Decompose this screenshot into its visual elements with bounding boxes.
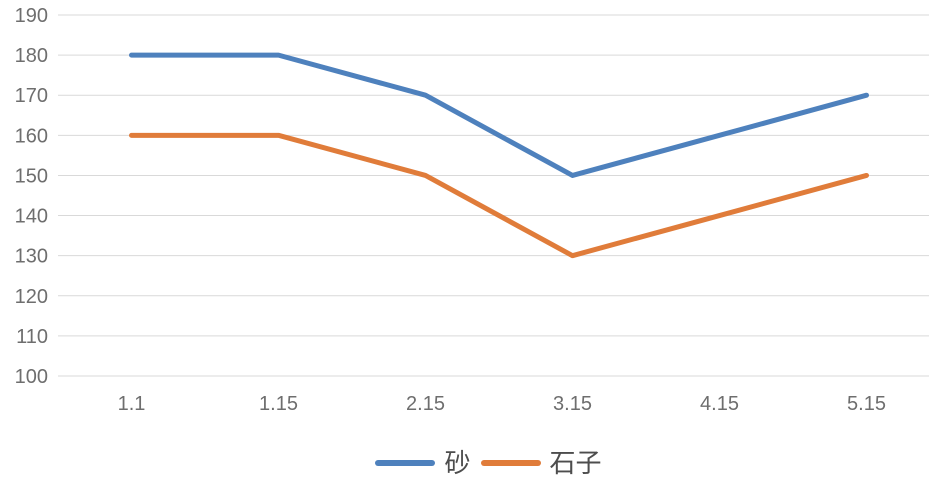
series-line-gravel: [129, 132, 869, 259]
legend-label-sand: 砂: [444, 448, 471, 478]
x-tick-label-4.15: 4.15: [700, 393, 739, 415]
x-tick-label-3.15: 3.15: [553, 393, 592, 415]
y-tick-label-150: 150: [15, 165, 48, 187]
legend-line-swatch-sand: [375, 460, 436, 466]
y-tick-label-140: 140: [15, 206, 48, 228]
x-tick-label-1.1: 1.1: [118, 393, 146, 415]
x-tick-label-5.15: 5.15: [847, 393, 886, 415]
y-tick-label-190: 190: [15, 5, 48, 27]
series-line-sand: [129, 52, 869, 178]
legend-item-sand: 砂: [375, 448, 471, 478]
y-tick-label-180: 180: [15, 45, 48, 67]
legend-label-gravel: 石子: [549, 448, 602, 478]
y-tick-label-110: 110: [16, 326, 48, 348]
y-tick-label-100: 100: [15, 366, 48, 388]
legend-item-gravel: 石子: [480, 448, 602, 478]
legend: 砂 石子: [0, 450, 929, 476]
y-tick-label-130: 130: [15, 246, 48, 268]
x-tick-label-1.15: 1.15: [259, 393, 298, 415]
x-tick-label-2.15: 2.15: [406, 393, 445, 415]
y-tick-label-170: 170: [15, 85, 48, 107]
legend-line-swatch-gravel: [480, 460, 541, 466]
y-tick-label-120: 120: [15, 286, 48, 308]
y-tick-label-160: 160: [15, 125, 48, 147]
